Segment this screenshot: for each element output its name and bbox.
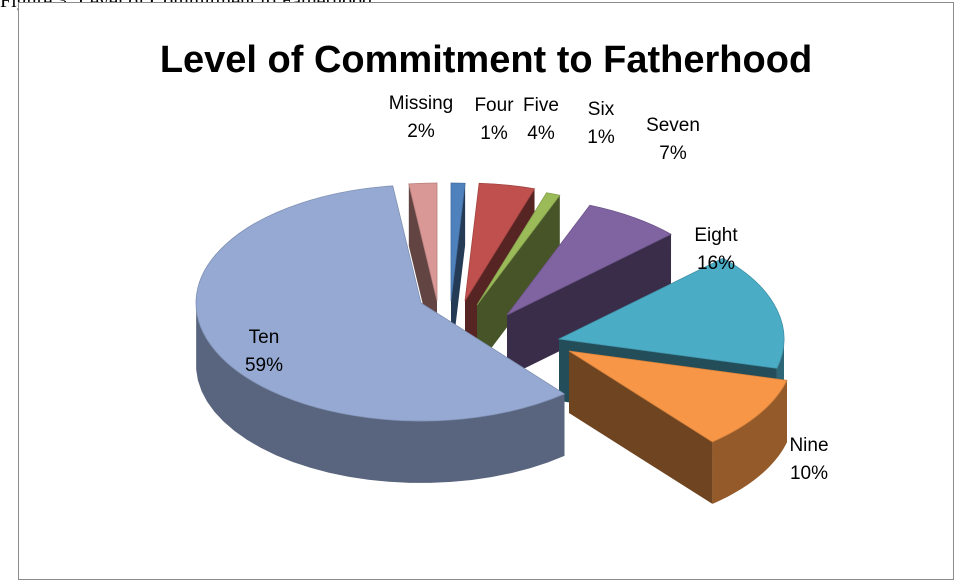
slice-percent-six: 1% <box>587 127 615 148</box>
slice-label-five: Five <box>523 95 559 116</box>
slice-label-six: Six <box>588 99 615 120</box>
slice-wall-nine <box>569 351 713 504</box>
slice-percent-four: 1% <box>480 123 508 144</box>
slice-percent-ten: 59% <box>245 355 283 376</box>
slice-percent-missing: 2% <box>407 121 435 142</box>
slice-label-eight: Eight <box>694 225 738 246</box>
slice-ten <box>195 185 566 422</box>
slice-six <box>476 192 561 306</box>
slice-missing <box>408 182 438 302</box>
slice-nine <box>568 350 788 443</box>
slice-four <box>450 182 466 302</box>
slice-wall-four <box>451 183 466 363</box>
pie-chart: Four 1% Five 4% Six 1% Seven 7% Eight 16% Nine 10% T… <box>195 93 829 504</box>
slice-wall-seven <box>507 234 672 377</box>
slice-labels: Four 1% Five 4% Six 1% Seven 7% Eight 16% Nine 10% T… <box>245 93 829 484</box>
slice-percent-nine: 10% <box>790 463 828 484</box>
chart-frame: Level of Commitment to Fatherhood Four 1%… <box>18 2 954 580</box>
slice-wall-six <box>477 195 560 367</box>
slice-label-nine: Nine <box>789 435 828 456</box>
chart-title: Level of Commitment to Fatherhood <box>159 39 813 81</box>
slice-seven <box>506 204 672 316</box>
slice-label-ten: Ten <box>249 327 280 348</box>
slice-percent-eight: 16% <box>697 253 735 274</box>
slice-tops <box>195 182 788 443</box>
slice-label-missing: Missing <box>389 93 453 114</box>
slice-label-seven: Seven <box>646 115 700 136</box>
slice-five <box>464 182 536 302</box>
slice-percent-five: 4% <box>527 123 555 144</box>
slice-side-nine <box>712 380 787 504</box>
slice-percent-seven: 7% <box>659 143 687 164</box>
slice-eight <box>557 257 785 369</box>
slice-label-four: Four <box>474 95 514 116</box>
slice-side-ten <box>196 307 565 483</box>
